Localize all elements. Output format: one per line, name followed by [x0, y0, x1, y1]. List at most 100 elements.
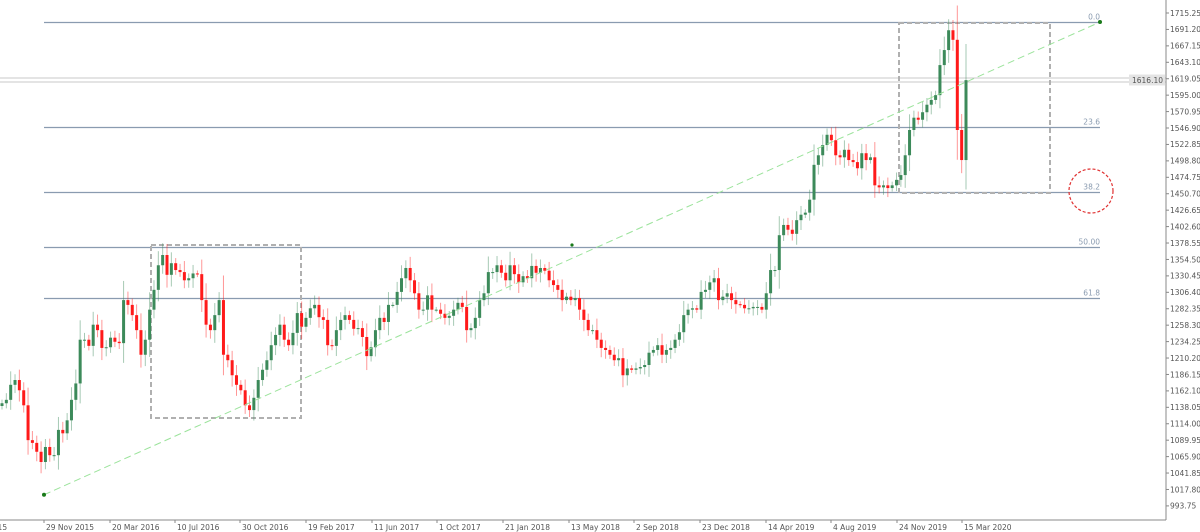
candle-body: [599, 339, 603, 348]
trendline-anchor-end[interactable]: [1098, 20, 1102, 25]
candle: [530, 253, 534, 288]
trendline-anchor-mid[interactable]: [570, 243, 574, 247]
candle-body: [426, 295, 430, 310]
candle-body: [382, 317, 386, 322]
candle-body: [469, 328, 473, 331]
y-tick-label: 1426.65: [1170, 206, 1200, 215]
candle: [96, 314, 100, 338]
candle: [638, 358, 642, 375]
candle-body: [365, 336, 369, 357]
candle-body: [643, 364, 647, 368]
candle-body: [35, 442, 39, 452]
x-tick-label: 10 Jul 2016: [177, 523, 220, 532]
y-tick-label: 1595.00: [1170, 91, 1200, 100]
candle: [452, 300, 456, 326]
candle: [113, 330, 117, 348]
candle: [404, 260, 408, 289]
candle: [434, 306, 438, 313]
candle: [730, 286, 734, 309]
candle-body: [908, 129, 912, 156]
candle-body: [551, 280, 555, 286]
candle: [443, 304, 447, 325]
candle: [352, 311, 356, 336]
candle-body: [391, 304, 395, 306]
candle-body: [578, 298, 582, 310]
candle-body: [886, 185, 890, 189]
candle-body: [178, 270, 182, 273]
candle-body: [699, 291, 703, 310]
candle-body: [152, 289, 156, 310]
candle: [751, 302, 755, 316]
candle-body: [881, 185, 885, 188]
candle-body: [74, 383, 78, 400]
candle-body: [148, 309, 152, 340]
candle: [408, 256, 412, 293]
candle: [178, 263, 182, 277]
candle: [330, 339, 334, 351]
candle-body: [565, 296, 569, 301]
candle: [143, 330, 147, 367]
x-axis-ticks: 2015 29 Nov 2015 20 Mar 2016 10 Jul 2016 30 …: [0, 520, 1012, 532]
candle-body: [786, 224, 790, 230]
candle-body: [330, 345, 334, 347]
current-price-box: [1129, 74, 1165, 86]
candle: [842, 140, 846, 168]
candle: [881, 180, 885, 195]
y-tick-label: 1138.05: [1170, 403, 1200, 412]
candle-body: [61, 429, 65, 434]
x-tick-label: 4 Aug 2019: [833, 523, 876, 532]
candle: [35, 435, 39, 462]
candle-body: [447, 315, 451, 318]
candle-body: [899, 175, 903, 180]
candle: [117, 333, 121, 350]
candle-body: [261, 369, 265, 381]
candle-body: [465, 306, 469, 331]
candle: [373, 318, 377, 357]
candle: [738, 301, 742, 308]
candle: [608, 345, 612, 359]
candle-body: [187, 278, 191, 281]
candle-body: [877, 185, 881, 188]
candle: [838, 150, 842, 165]
trendline-anchor-start[interactable]: [42, 492, 46, 497]
candle-body: [161, 255, 165, 266]
candle-body: [573, 298, 577, 301]
candle-body: [300, 313, 304, 327]
y-tick-label: 1643.10: [1170, 58, 1200, 67]
candle: [334, 316, 338, 357]
y-tick-label: 1474.75: [1170, 173, 1200, 182]
candle: [938, 49, 942, 109]
candle-body: [838, 155, 842, 158]
candle: [430, 283, 434, 323]
candle-body: [287, 339, 291, 346]
candle: [460, 295, 464, 313]
candle-body: [951, 30, 955, 40]
candle-body: [821, 145, 825, 156]
candle: [669, 340, 673, 359]
candle-body: [100, 330, 104, 348]
candle: [291, 320, 295, 355]
fibonacci-levels: 0.0 23.6 38.2 50.00 61.8: [44, 13, 1101, 300]
candle: [721, 290, 725, 306]
candle-body: [83, 339, 87, 341]
candle-body: [782, 224, 786, 236]
candle-body: [339, 319, 343, 331]
x-tick-label: 1 Oct 2017: [439, 523, 481, 532]
candle-body: [491, 272, 495, 274]
candle-body: [326, 319, 330, 346]
candle-body: [169, 263, 173, 275]
candle: [877, 176, 881, 194]
candle-body: [139, 330, 143, 355]
candle: [573, 289, 577, 307]
candle: [782, 218, 786, 242]
candle: [269, 331, 273, 371]
candle-body: [399, 278, 403, 292]
candle-body: [30, 440, 34, 443]
fib-label: 50.00: [1079, 238, 1101, 247]
candle: [868, 153, 872, 164]
candle: [104, 340, 108, 357]
candle: [126, 291, 130, 315]
candle-body: [373, 330, 377, 348]
trendline[interactable]: [43, 21, 1101, 496]
candle: [165, 243, 169, 288]
